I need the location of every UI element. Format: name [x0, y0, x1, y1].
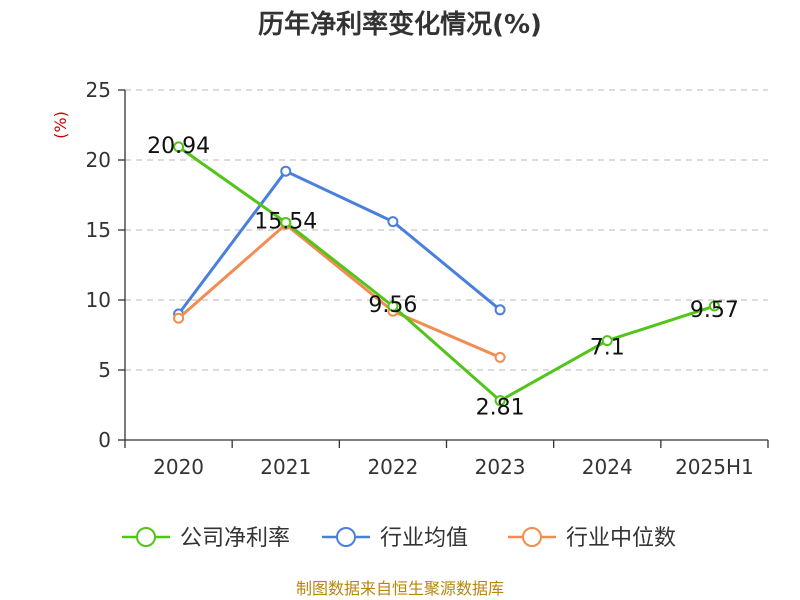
legend-label: 行业均值 [380, 526, 468, 551]
data-point [494, 304, 506, 316]
x-tick-label: 2023 [475, 455, 526, 479]
data-point [387, 216, 399, 228]
y-tick-labels: 0 5 10 15 20 25 [86, 78, 111, 452]
chart-title: 历年净利率变化情况(%) [258, 9, 542, 40]
legend-marker [336, 527, 356, 547]
data-point [173, 312, 185, 324]
x-tick-label: 2020 [153, 455, 204, 479]
legend-item-0: 公司净利率 [122, 526, 290, 551]
data-point [601, 335, 613, 347]
data-label: 9.56 [368, 293, 417, 318]
series-0 [173, 141, 720, 407]
data-point [173, 141, 185, 153]
x-tick-label: 2022 [367, 455, 418, 479]
data-point [494, 351, 506, 363]
y-tick-label: 20 [86, 148, 111, 172]
data-point [387, 300, 399, 312]
x-tick-label: 2021 [260, 455, 311, 479]
source-note: 制图数据来自恒生聚源数据库 [296, 579, 504, 598]
grid-lines [125, 89, 768, 371]
legend-label: 公司净利率 [180, 526, 290, 551]
data-label: 7.1 [590, 336, 625, 361]
legend-marker [522, 527, 542, 547]
data-labels: 20.94 15.54 9.56 2.81 7.1 9.57 [147, 134, 739, 421]
data-label: 20.94 [147, 134, 210, 159]
legend-marker [136, 527, 156, 547]
legend-label: 行业中位数 [566, 526, 676, 551]
series-group [173, 141, 720, 407]
legend-item-2: 行业中位数 [508, 526, 676, 551]
y-tick-label: 15 [86, 218, 111, 242]
data-point [494, 395, 506, 407]
data-label: 15.54 [254, 209, 317, 234]
x-tick-label: 2025H1 [675, 455, 754, 479]
y-tick-label: 10 [86, 288, 111, 312]
series-1 [173, 165, 506, 320]
x-tick-label: 2024 [582, 455, 633, 479]
series-line [177, 145, 715, 403]
y-tick-label: 5 [98, 358, 111, 382]
series-2 [173, 218, 506, 363]
legend-item-1: 行业均值 [322, 526, 468, 551]
data-label: 2.81 [476, 396, 525, 421]
series-line [177, 169, 502, 315]
x-tick-labels: 2020 2021 2022 2023 2024 2025H1 [153, 455, 754, 479]
axes [118, 89, 769, 448]
data-point [280, 165, 292, 177]
data-point [708, 300, 720, 312]
legend: 公司净利率 行业均值 行业中位数 [122, 526, 676, 551]
y-tick-label: 0 [98, 428, 111, 452]
y-axis-unit: (%) [51, 111, 70, 139]
data-point [280, 216, 292, 228]
y-tick-label: 25 [86, 78, 111, 102]
series-line [177, 222, 501, 359]
data-label: 9.57 [690, 298, 739, 323]
